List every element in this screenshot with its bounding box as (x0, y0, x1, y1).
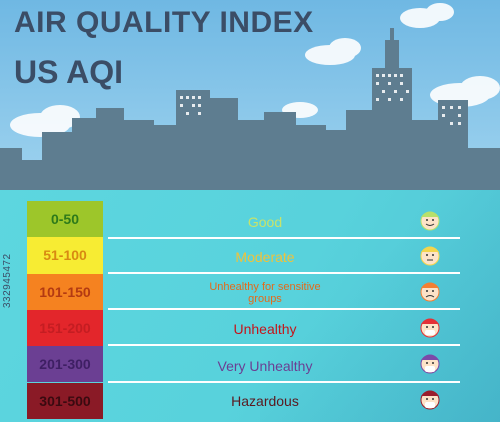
aqi-scale: 0-50 51-100 101-150 151-200 201-300 301-… (27, 201, 103, 419)
aqi-band-moderate: 51-100 (27, 237, 103, 274)
title-line-1: AIR QUALITY INDEX (14, 6, 314, 39)
aqi-range-unhealthy: 151-200 (39, 320, 91, 337)
city-skyline-illustration (0, 3, 500, 200)
aqi-band-good: 0-50 (27, 201, 103, 238)
face-unhealthy-icon (420, 318, 440, 338)
building-windows (180, 74, 461, 125)
aqi-label-good: Good (247, 214, 283, 230)
divider-line (108, 272, 460, 274)
divider-line (108, 308, 460, 310)
face-sensitive-icon (420, 282, 440, 302)
aqi-band-sensitive: 101-150 (27, 273, 103, 310)
face-hazardous-icon (420, 390, 440, 410)
aqi-band-hazardous: 301-500 (27, 382, 103, 419)
divider-line (108, 344, 460, 346)
aqi-label-unhealthy: Unhealthy (233, 321, 297, 337)
aqi-range-moderate: 51-100 (43, 247, 87, 264)
aqi-range-very-unhealthy: 201-300 (39, 356, 91, 373)
aqi-label-hazardous: Hazardous (231, 393, 299, 409)
face-good-icon (420, 211, 440, 231)
buildings (0, 28, 500, 200)
aqi-label-very-unhealthy: Very Unhealthy (217, 358, 313, 374)
aqi-range-good: 0-50 (50, 211, 80, 228)
stock-id-watermark: 332945472 (2, 253, 13, 308)
aqi-band-very-unhealthy: 201-300 (27, 346, 103, 383)
face-very-unhealthy-icon (420, 354, 440, 374)
divider-line (108, 237, 460, 239)
divider-line (108, 381, 460, 383)
aqi-range-hazardous: 301-500 (39, 392, 91, 409)
aqi-label-sensitive: Unhealthy for sensitive groups (209, 281, 321, 305)
aqi-band-unhealthy: 151-200 (27, 309, 103, 347)
title-line-2: US AQI (14, 54, 124, 90)
aqi-label-moderate: Moderate (235, 249, 295, 265)
aqi-range-sensitive: 101-150 (39, 283, 91, 300)
face-moderate-icon (420, 246, 440, 266)
